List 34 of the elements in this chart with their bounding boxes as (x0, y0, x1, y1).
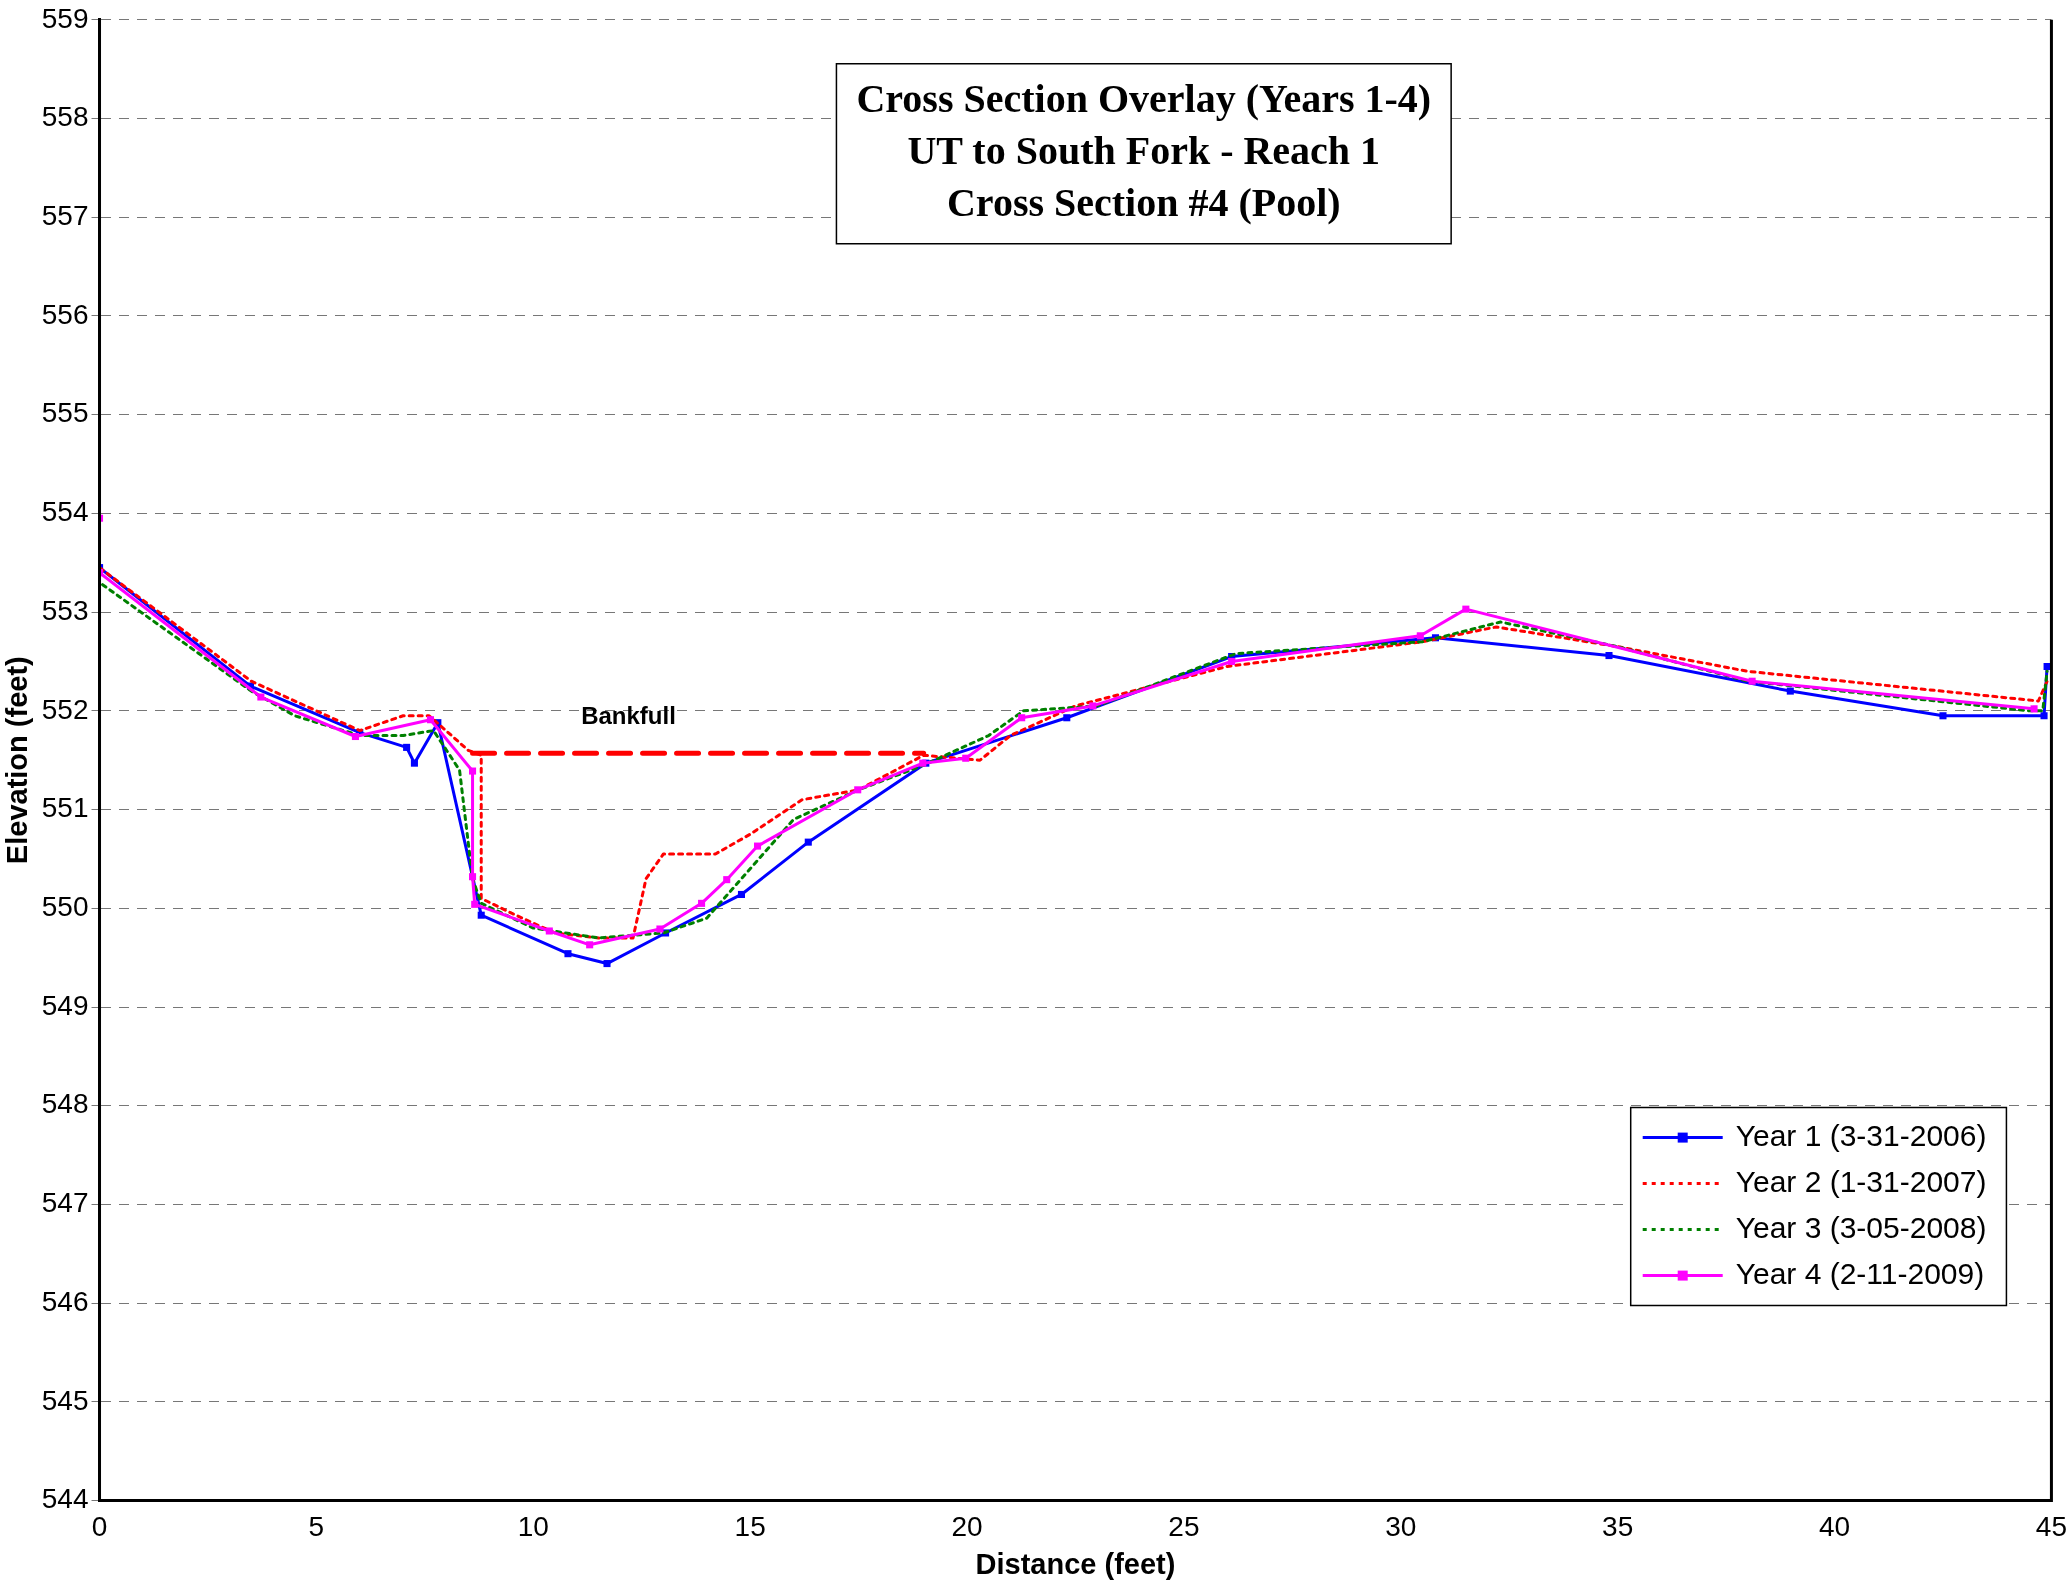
x-tick-label: 10 (517, 1511, 549, 1543)
y-tick-label: 557 (41, 199, 89, 231)
text: Cross Section Overlay (Years 1-4) UT to South Fork - Reach 1 Cross Section #4 (Pool) (856, 76, 1432, 226)
x-tick-label: 25 (1168, 1511, 1200, 1543)
x-tick-label: 5 (308, 1511, 325, 1543)
y-tick-label: 548 (41, 1088, 89, 1120)
x-tick-label: 45 (2035, 1511, 2068, 1543)
x-tick-label: 20 (951, 1511, 983, 1543)
x-tick-label: 30 (1385, 1511, 1417, 1543)
x-tick-label: 40 (1818, 1511, 1851, 1543)
y-tick-label: 544 (41, 1483, 89, 1515)
y-tick-label: 551 (41, 792, 89, 824)
x-tick-label: 35 (1602, 1511, 1634, 1543)
x-tick-label: 0 (91, 1511, 108, 1543)
y-tick-label: 555 (41, 397, 89, 429)
y-tick-label: 552 (41, 693, 89, 725)
y-tick-label: 547 (41, 1187, 89, 1219)
y-tick-label: 549 (41, 989, 89, 1021)
x-tick-label: 15 (734, 1511, 766, 1543)
y-tick-label: 559 (41, 2, 89, 34)
y-tick-label: 553 (41, 594, 89, 626)
y-tick-label: 558 (41, 101, 89, 133)
y-tick-label: 556 (41, 298, 89, 330)
y-tick-label: 554 (41, 496, 89, 528)
legend-label: Year 1 (3-31-2006) (1735, 1118, 1987, 1152)
y-tick-label: 546 (41, 1285, 89, 1317)
y-tick-label: 545 (41, 1384, 89, 1416)
y-tick-label: 550 (41, 891, 89, 922)
x-axis-title: Distance (feet) (975, 1547, 1176, 1580)
legend-label: Year 2 (1-31-2007) (1735, 1164, 1987, 1198)
annotation: Bankfull (581, 701, 676, 729)
y-axis-title: Elevation (feet) (1, 656, 34, 865)
legend-label: Year 4 (2-11-2009) (1735, 1256, 1985, 1290)
legend-label: Year 3 (3-05-2008) (1735, 1210, 1987, 1244)
